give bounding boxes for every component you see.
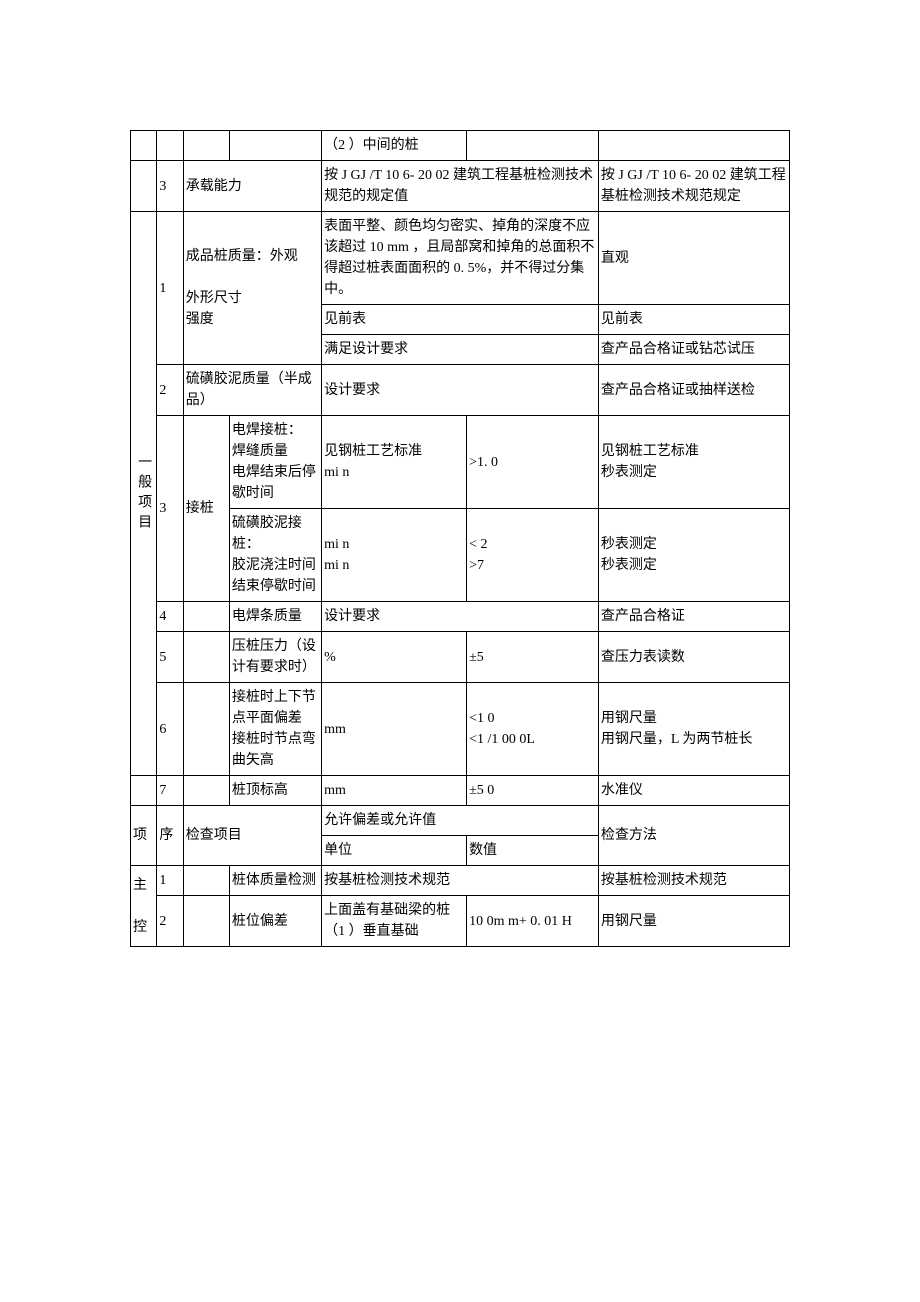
cell (183, 866, 229, 896)
cell: 项 (131, 806, 157, 866)
cell: % (322, 632, 467, 683)
cell: 接桩 (183, 416, 229, 602)
table-row: 4 电焊条质量设计要求查产品合格证 (131, 602, 790, 632)
cell (131, 161, 157, 212)
cell: 成品桩质量：外观外形尺寸强度 (183, 212, 321, 365)
spec-table: （2 ）中间的桩3承载能力按 J GJ /T 10 6- 20 02 建筑工程基… (130, 130, 790, 947)
cell: 一般项目 (131, 212, 157, 776)
cell: < 2>7 (467, 509, 599, 602)
cell (131, 776, 157, 806)
cell: 电焊条质量 (229, 602, 321, 632)
cell: 检查项目 (183, 806, 321, 866)
table-row: 7 桩顶标高mm±5 0水准仪 (131, 776, 790, 806)
cell: 按基桩检测技术规范 (598, 866, 789, 896)
cell: 7 (157, 776, 183, 806)
cell: 10 0m m+ 0. 01 H (467, 896, 599, 947)
cell: 2 (157, 365, 183, 416)
table-row: 2 桩位偏差上面盖有基础梁的桩（1 ）垂直基础10 0m m+ 0. 01 H用钢… (131, 896, 790, 947)
table-row: 3接桩电焊接桩：焊缝质量电焊结束后停歇时间见钢桩工艺标准mi n>1. 0见钢桩… (131, 416, 790, 509)
cell: 4 (157, 602, 183, 632)
cell (229, 131, 321, 161)
cell (598, 131, 789, 161)
table-row: 主控1桩体质量检测按基桩检测技术规范按基桩检测技术规范 (131, 866, 790, 896)
cell: mm (322, 683, 467, 776)
cell: 设计要求 (322, 365, 599, 416)
cell (131, 131, 157, 161)
cell: 秒表测定秒表测定 (598, 509, 789, 602)
cell (183, 683, 229, 776)
cell (157, 131, 183, 161)
cell: 按基桩检测技术规范 (322, 866, 599, 896)
cell: ±5 (467, 632, 599, 683)
cell: 硫磺胶泥接桩：胶泥浇注时间结束停歇时间 (229, 509, 321, 602)
cell: 用钢尺量 (598, 896, 789, 947)
table-row: 5 压桩压力（设计有要求时）%±5查压力表读数 (131, 632, 790, 683)
cell: 见前表 (322, 305, 599, 335)
cell: 表面平整、颜色均匀密实、掉角的深度不应该超过 10 mm ，且局部窝和掉角的总面… (322, 212, 599, 305)
cell: （2 ）中间的桩 (322, 131, 467, 161)
cell: 3 (157, 161, 183, 212)
cell: 见钢桩工艺标准秒表测定 (598, 416, 789, 509)
cell: >1. 0 (467, 416, 599, 509)
cell: 5 (157, 632, 183, 683)
cell: mm (322, 776, 467, 806)
cell: 硫磺胶泥质量（半成品） (183, 365, 321, 416)
cell (183, 131, 229, 161)
cell: 数值 (467, 836, 599, 866)
cell: 直观 (598, 212, 789, 305)
cell: 水准仪 (598, 776, 789, 806)
cell (183, 602, 229, 632)
cell: 设计要求 (322, 602, 599, 632)
cell: 见钢桩工艺标准mi n (322, 416, 467, 509)
cell: <1 0<1 /1 00 0L (467, 683, 599, 776)
cell: 按 J GJ /T 10 6- 20 02 建筑工程基桩检测技术规范的规定值 (322, 161, 599, 212)
cell: 接桩时上下节点平面偏差接桩时节点弯曲矢高 (229, 683, 321, 776)
cell: ±5 0 (467, 776, 599, 806)
cell: 查压力表读数 (598, 632, 789, 683)
cell (183, 896, 229, 947)
cell: 承载能力 (183, 161, 321, 212)
cell: 上面盖有基础梁的桩（1 ）垂直基础 (322, 896, 467, 947)
cell: 见前表 (598, 305, 789, 335)
cell: 满足设计要求 (322, 335, 599, 365)
cell: 电焊接桩：焊缝质量电焊结束后停歇时间 (229, 416, 321, 509)
cell: 3 (157, 416, 183, 602)
cell: 桩顶标高 (229, 776, 321, 806)
table-row: （2 ）中间的桩 (131, 131, 790, 161)
cell: 1 (157, 866, 183, 896)
table-row: 硫磺胶泥接桩：胶泥浇注时间结束停歇时间mi nmi n< 2>7秒表测定秒表测定 (131, 509, 790, 602)
cell: 查产品合格证 (598, 602, 789, 632)
cell (183, 776, 229, 806)
table-row: 项序检查项目允许偏差或允许值检查方法 (131, 806, 790, 836)
cell (183, 632, 229, 683)
cell: 单位 (322, 836, 467, 866)
cell: 6 (157, 683, 183, 776)
cell: 压桩压力（设计有要求时） (229, 632, 321, 683)
cell: 桩位偏差 (229, 896, 321, 947)
cell: mi nmi n (322, 509, 467, 602)
cell: 用钢尺量用钢尺量，L 为两节桩长 (598, 683, 789, 776)
cell: 2 (157, 896, 183, 947)
table-row: 6 接桩时上下节点平面偏差接桩时节点弯曲矢高mm<1 0<1 /1 00 0L用钢… (131, 683, 790, 776)
cell: 1 (157, 212, 183, 365)
cell: 允许偏差或允许值 (322, 806, 599, 836)
cell: 桩体质量检测 (229, 866, 321, 896)
cell: 查产品合格证或钻芯试压 (598, 335, 789, 365)
cell: 主控 (131, 866, 157, 947)
table-row: 一般项目1成品桩质量：外观外形尺寸强度表面平整、颜色均匀密实、掉角的深度不应该超… (131, 212, 790, 305)
cell: 查产品合格证或抽样送检 (598, 365, 789, 416)
table-row: 3承载能力按 J GJ /T 10 6- 20 02 建筑工程基桩检测技术规范的… (131, 161, 790, 212)
cell (467, 131, 599, 161)
table-row: 2硫磺胶泥质量（半成品）设计要求查产品合格证或抽样送检 (131, 365, 790, 416)
cell: 检查方法 (598, 806, 789, 866)
cell: 按 J GJ /T 10 6- 20 02 建筑工程基桩检测技术规范规定 (598, 161, 789, 212)
cell: 序 (157, 806, 183, 866)
